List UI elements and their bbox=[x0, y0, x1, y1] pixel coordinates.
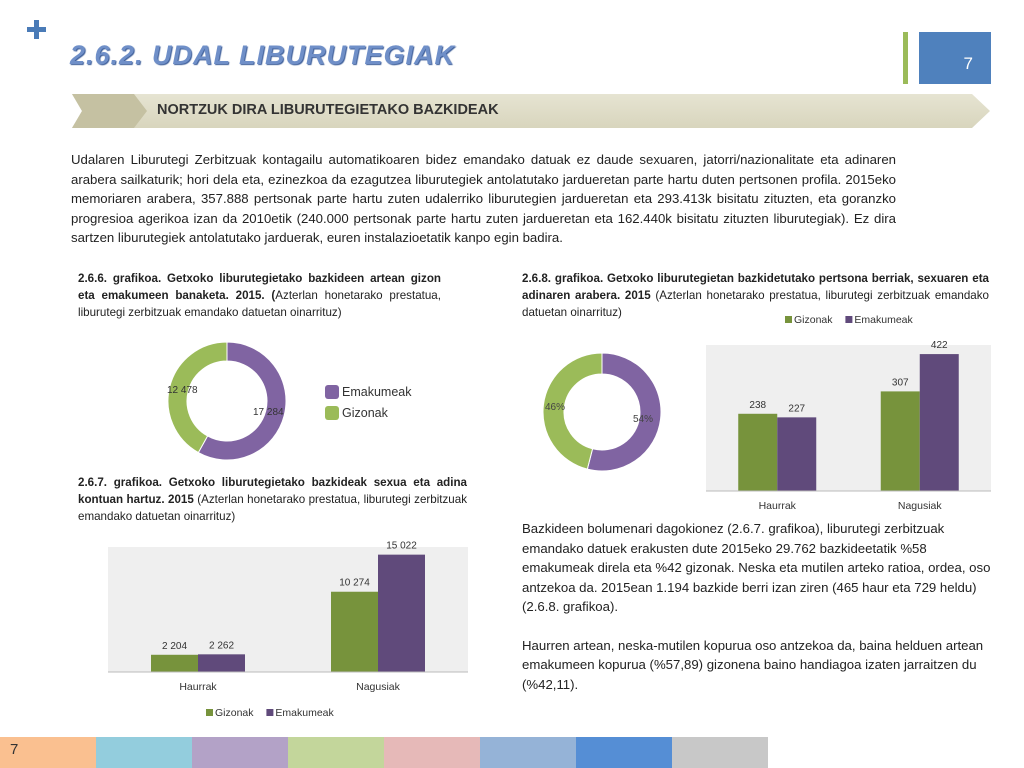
footer-strip-segment bbox=[384, 737, 480, 768]
data-label: 2 204 bbox=[162, 641, 187, 652]
section-subtitle: NORTZUK DIRA LIBURUTEGIETAKO BAZKIDEAK bbox=[157, 102, 499, 118]
page-title: 2.6.2. UDAL LIBURUTEGIAK bbox=[70, 40, 456, 70]
caption-source: (Azterlan honetarako prestatua, liburute… bbox=[78, 493, 467, 523]
caption-bold: 2.6.6. grafikoa. Getxoko liburutegietako… bbox=[78, 272, 441, 302]
legend-swatch-gizonak bbox=[785, 316, 792, 323]
donut-slice-emakumeak bbox=[197, 341, 287, 461]
bar-gizonak-haurrak bbox=[151, 654, 198, 672]
legend-label-emakumeak: Emakumeak bbox=[275, 707, 334, 719]
donut-label-gizonak: 46% bbox=[545, 402, 565, 413]
legend-swatch-emakumeak bbox=[266, 709, 274, 716]
donut-slice-emakumeak bbox=[586, 352, 662, 472]
donut-label-emakumeak: 17 284 bbox=[253, 407, 284, 418]
caption-bold: 2.6.8. grafikoa. Getxoko liburutegietan … bbox=[522, 272, 989, 302]
footer-strip-segment bbox=[480, 737, 576, 768]
caption-chart-2-6-6: 2.6.6. grafikoa. Getxoko liburutegietako… bbox=[78, 270, 441, 321]
category-label: Nagusiak bbox=[898, 500, 943, 512]
page-number-box: 7 bbox=[919, 32, 991, 84]
footer-strip-segment bbox=[576, 737, 672, 768]
bar-emakumeak-nagusiak bbox=[378, 554, 425, 672]
legend-swatch-emakumeak bbox=[845, 316, 853, 323]
data-label: 422 bbox=[931, 340, 948, 351]
chart-2-6-7: 2 204 2 262 Haurrak 10 274 15 022 Nagusiak Giz… bbox=[108, 541, 468, 719]
footer-strip-segment bbox=[192, 737, 288, 768]
bar-gizonak-haurrak bbox=[738, 413, 778, 491]
footer-color-strip bbox=[0, 737, 768, 768]
caption-source: Azterlan honetarako prestatua, liburuteg… bbox=[78, 289, 441, 319]
data-label: 227 bbox=[788, 403, 805, 414]
body-paragraph-1: Bazkideen bolumenari dagokionez (2.6.7. … bbox=[522, 521, 991, 614]
data-label: 15 022 bbox=[386, 541, 417, 552]
donut-label-emakumeak: 54% bbox=[633, 414, 653, 425]
bar-emakumeak-nagusiak bbox=[919, 354, 959, 491]
body-paragraph-2: Haurren artean, neska-mutilen kopurua os… bbox=[522, 637, 984, 692]
data-label: 307 bbox=[892, 377, 909, 388]
category-label: Nagusiak bbox=[356, 681, 401, 693]
footer-strip-segment bbox=[96, 737, 192, 768]
bar-emakumeak-haurrak bbox=[198, 654, 245, 672]
footer-page-number: 7 bbox=[10, 741, 19, 758]
bar-gizonak-nagusiak bbox=[331, 591, 378, 672]
legend-label-emakumeak: Emakumeak bbox=[854, 314, 913, 326]
legend-swatch-emakumeak bbox=[325, 385, 339, 399]
plus-icon bbox=[26, 18, 48, 40]
bar-emakumeak-haurrak bbox=[777, 417, 817, 491]
intro-paragraph: Udalaren Liburutegi Zerbitzuak kontagail… bbox=[71, 152, 896, 245]
category-label: Haurrak bbox=[759, 500, 797, 512]
legend-label-gizonak: Gizonak bbox=[794, 314, 833, 326]
caption-bold: 2.6.7. grafikoa. Getxoko liburutegietako… bbox=[78, 476, 467, 506]
caption-source: (Azterlan honetarako prestatua, liburute… bbox=[522, 289, 989, 319]
legend-label-emakumeak: Emakumeak bbox=[342, 385, 412, 399]
body-text: Bazkideen bolumenari dagokionez (2.6.7. … bbox=[522, 519, 992, 694]
legend-label-gizonak: Gizonak bbox=[215, 707, 254, 719]
footer-strip-segment bbox=[0, 737, 96, 768]
category-label: Haurrak bbox=[179, 681, 217, 693]
data-label: 10 274 bbox=[339, 578, 370, 589]
bar-gizonak-nagusiak bbox=[880, 391, 920, 491]
footer-strip-segment bbox=[672, 737, 768, 768]
footer-strip-segment bbox=[288, 737, 384, 768]
caption-chart-2-6-8: 2.6.8. grafikoa. Getxoko liburutegietan … bbox=[522, 270, 989, 321]
donut-label-gizonak: 12 478 bbox=[167, 385, 198, 396]
donut-slice-gizonak bbox=[542, 352, 603, 470]
legend-swatch-gizonak bbox=[325, 406, 339, 420]
accent-bar bbox=[903, 32, 908, 84]
legend-swatch-gizonak bbox=[206, 709, 213, 716]
data-label: 238 bbox=[749, 400, 766, 411]
chart-2-6-8-bars: 238 227 Haurrak 307 422 Nagusiak Gizonak Emakum… bbox=[706, 314, 991, 512]
legend-label-gizonak: Gizonak bbox=[342, 406, 389, 420]
chart-2-6-6: 17 284 12 478 Emakumeak Gizonak bbox=[167, 341, 412, 461]
section-banner bbox=[72, 94, 990, 128]
chart-2-6-8-donut: 54% 46% bbox=[542, 352, 662, 472]
caption-chart-2-6-7: 2.6.7. grafikoa. Getxoko liburutegietako… bbox=[78, 474, 467, 525]
data-label: 2 262 bbox=[209, 640, 234, 651]
donut-slice-gizonak bbox=[167, 341, 228, 454]
